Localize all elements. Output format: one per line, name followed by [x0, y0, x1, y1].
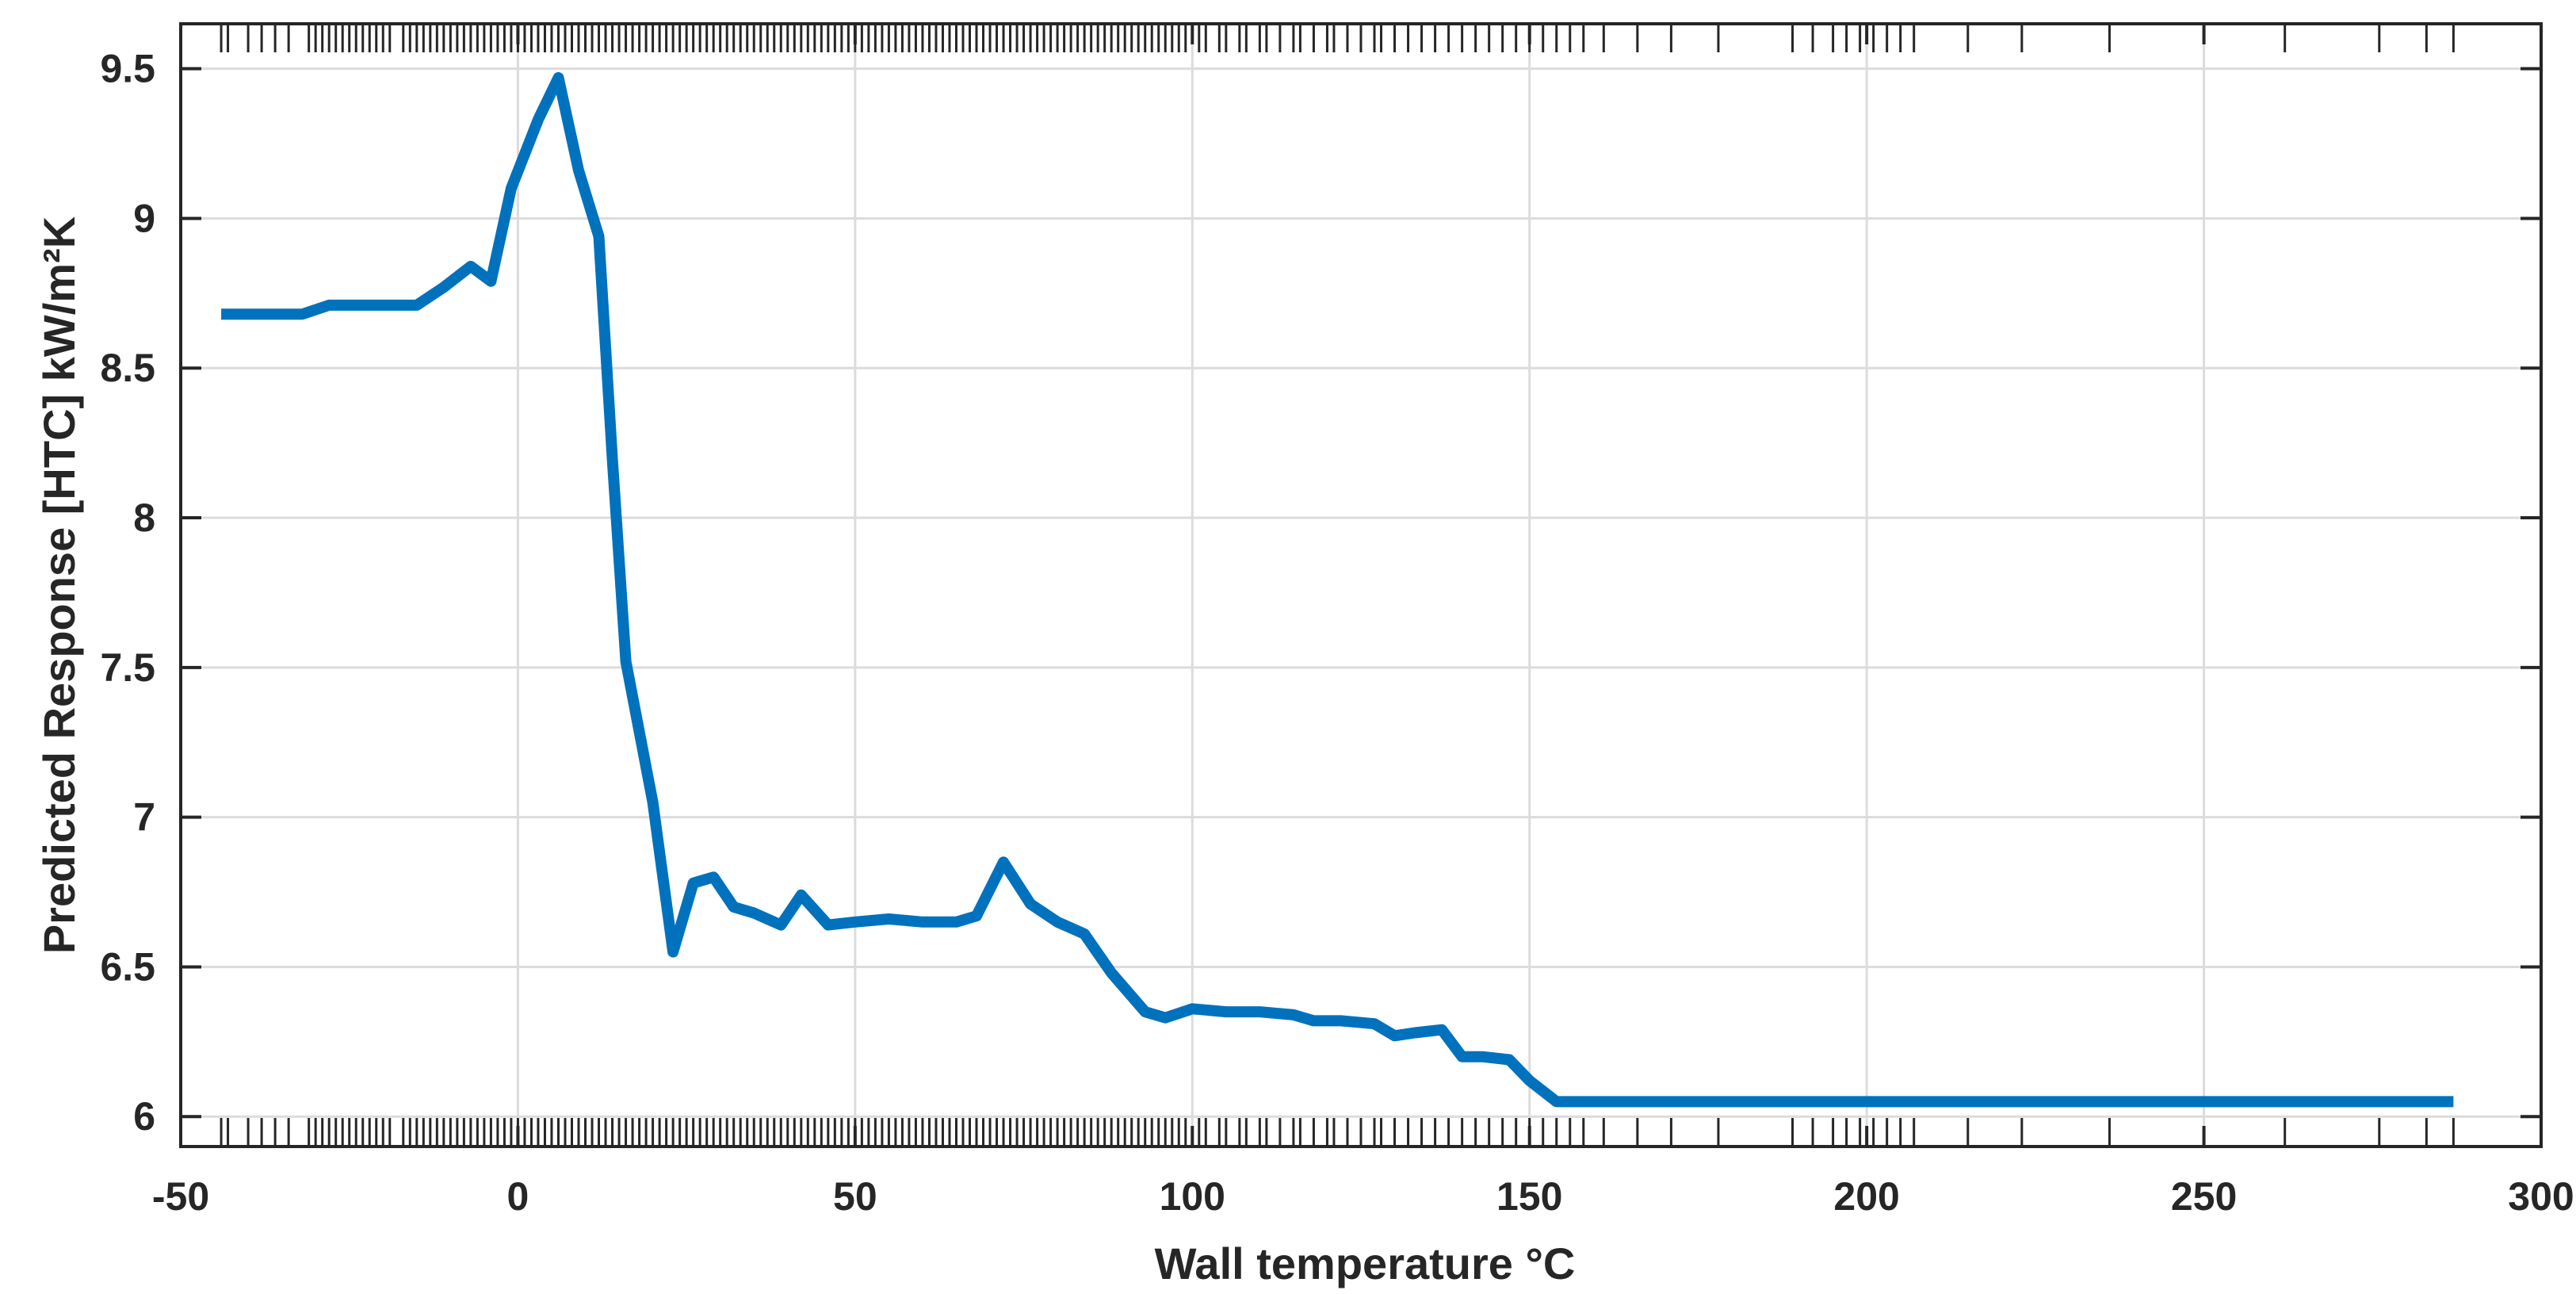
- x-tick-label: 0: [507, 1174, 529, 1219]
- y-tick-label: 8: [133, 496, 155, 540]
- plot-frame: [179, 22, 2543, 1148]
- x-axis-title: Wall temperature °C: [1155, 1238, 1576, 1288]
- plot-area: [181, 24, 2541, 1147]
- x-tick-labels: -50 0 50 100 150 200 250 300: [152, 1174, 2574, 1219]
- y-tick-label: 6.5: [100, 944, 155, 989]
- y-tick-label: 7: [133, 795, 155, 840]
- x-tick-label: 100: [1160, 1174, 1225, 1219]
- y-tick-label: 9: [133, 196, 155, 240]
- x-tick-label: 250: [2171, 1174, 2237, 1219]
- x-tick-label: 150: [1496, 1174, 1562, 1219]
- rug-marks: [220, 24, 2455, 1147]
- y-tick-label: 8.5: [100, 346, 155, 390]
- series-layer: [221, 72, 2454, 1108]
- x-tick-label: -50: [152, 1174, 209, 1219]
- y-tick-label: 7.5: [100, 645, 155, 690]
- y-tick-label: 6: [133, 1094, 155, 1139]
- y-axis-title: Predicted Response [HTC] kW/m²K: [34, 216, 84, 954]
- x-tick-label: 200: [1833, 1174, 1899, 1219]
- axis-ticks: [179, 24, 2543, 1147]
- x-tick-label: 50: [833, 1174, 877, 1219]
- y-tick-labels: 6 6.5 7 7.5 8 8.5 9 9.5: [100, 47, 155, 1139]
- series-line: [221, 72, 2454, 1108]
- x-tick-label: 300: [2508, 1174, 2574, 1219]
- y-tick-label: 9.5: [100, 47, 155, 91]
